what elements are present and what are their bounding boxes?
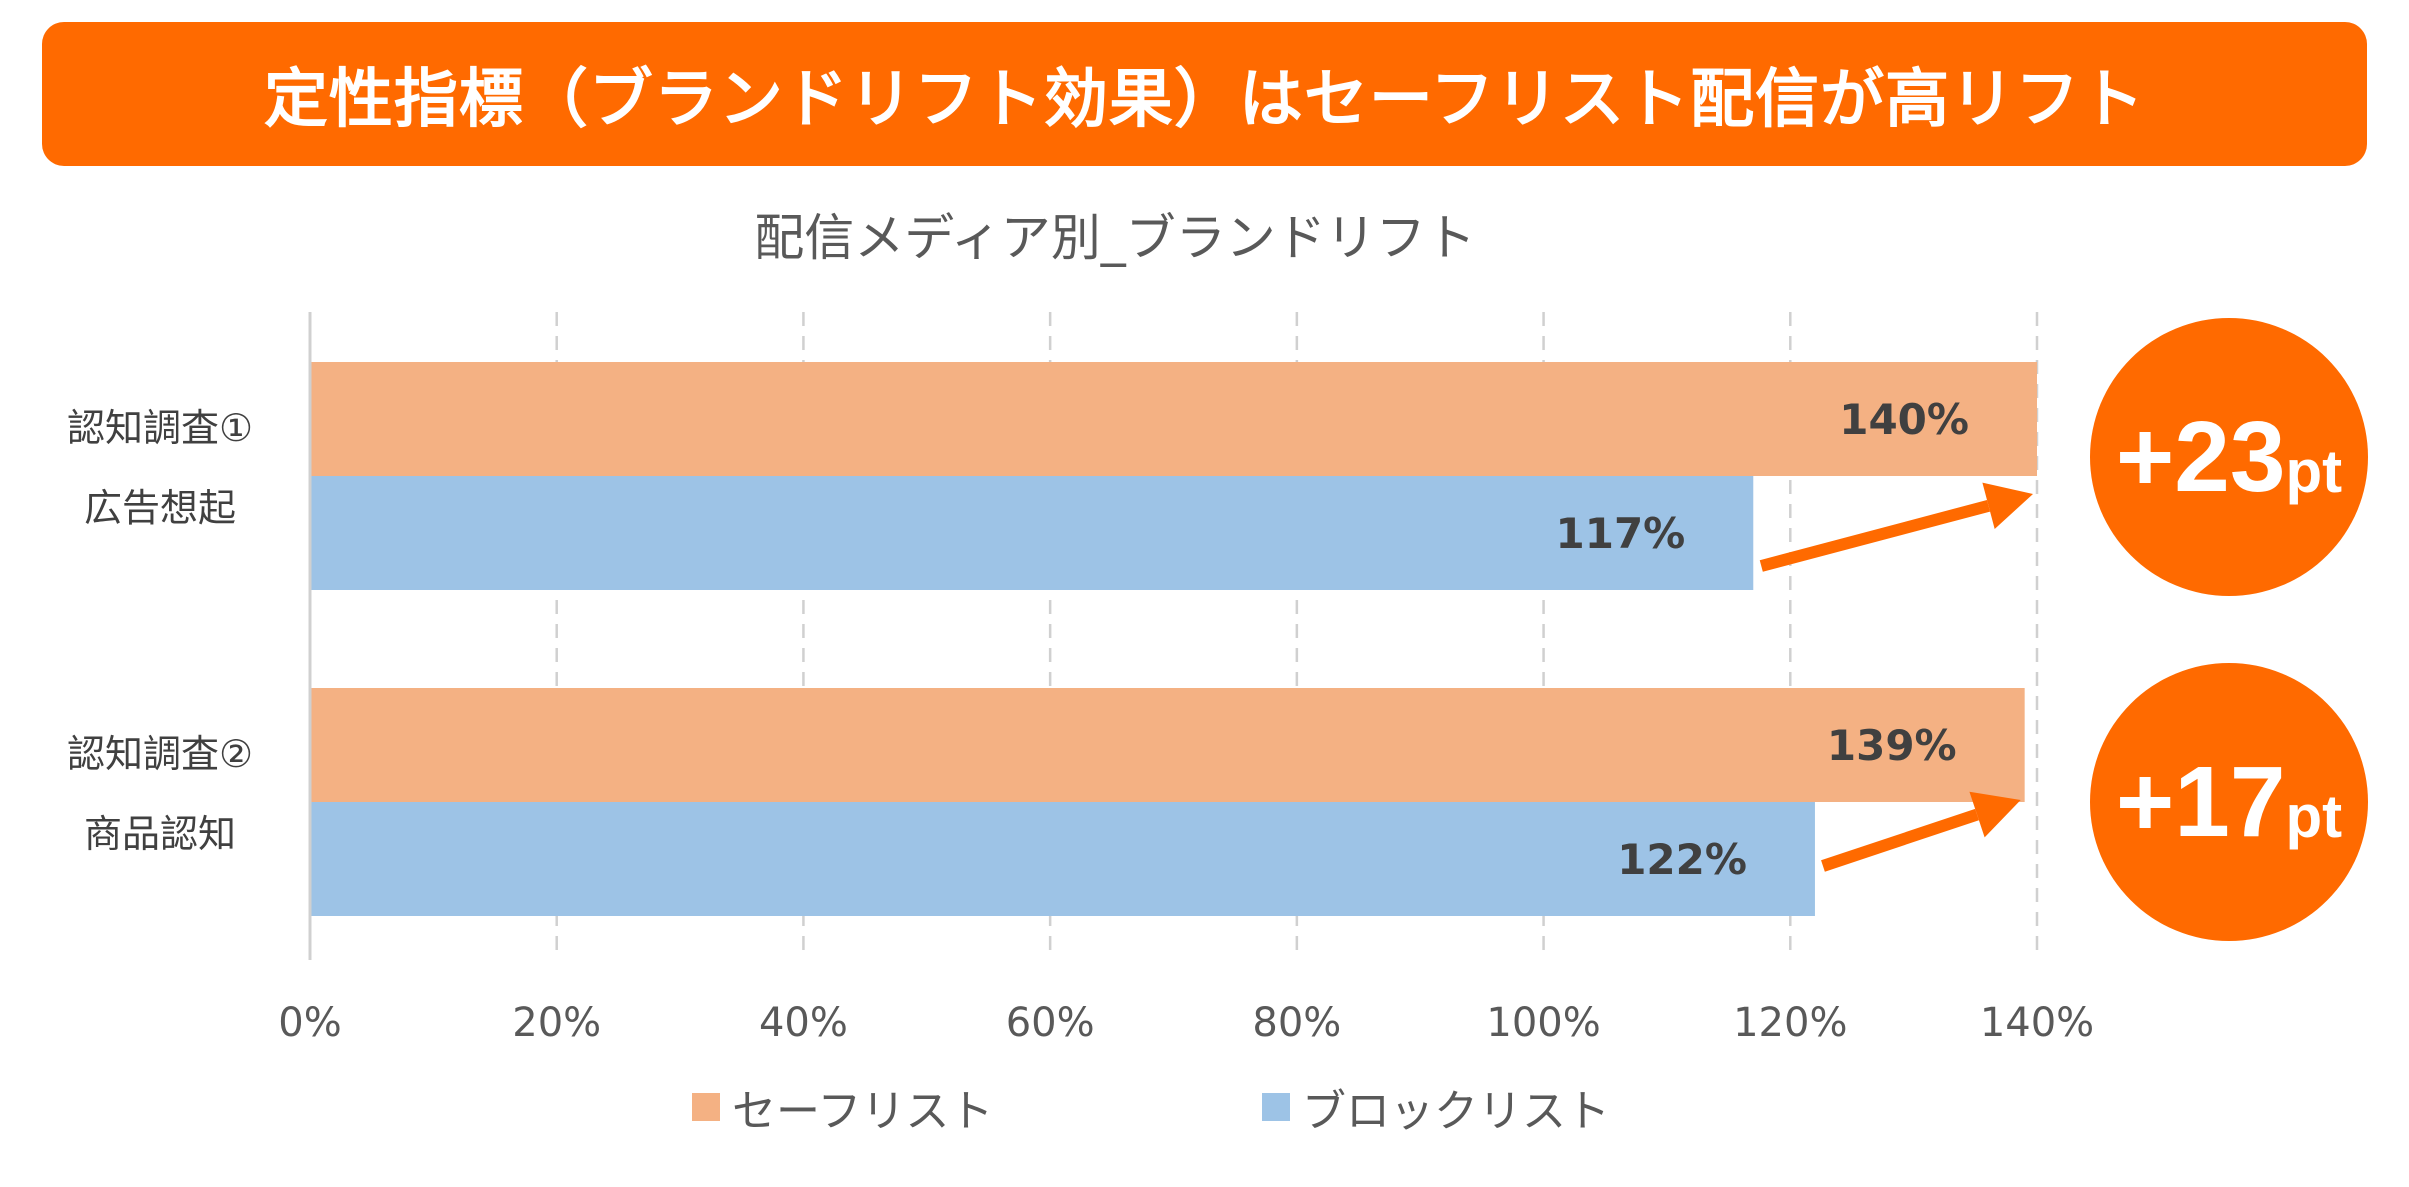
- legend-swatch-blocklist: [1262, 1093, 1290, 1121]
- category-label-1-line1: 認知調査①: [66, 406, 254, 450]
- bar-safelist-2: [310, 688, 2025, 802]
- data-label-blocklist-1: 117%: [1556, 509, 1686, 558]
- lift-arrow-2: [1821, 791, 2021, 872]
- lift-badge-1: +23 pt: [2090, 318, 2368, 596]
- data-label-blocklist-2: 122%: [1617, 835, 1747, 884]
- legend-swatch-safelist: [692, 1093, 720, 1121]
- x-tick-label-100: 100%: [1486, 1000, 1600, 1046]
- x-tick-label-20: 20%: [512, 1000, 601, 1046]
- x-tick-label-60: 60%: [1006, 1000, 1095, 1046]
- header-title: 定性指標（ブランドリフト効果）はセーフリスト配信が高リフト: [263, 63, 2146, 137]
- x-tick-label-120: 120%: [1733, 1000, 1847, 1046]
- data-label-safelist-2: 139%: [1827, 721, 1957, 770]
- lift-badge-2-unit: pt: [2285, 783, 2343, 850]
- bar-blocklist-1: [310, 476, 1754, 590]
- x-tick-label-40: 40%: [759, 1000, 848, 1046]
- category-label-2-line2: 商品認知: [83, 812, 236, 856]
- legend-item-safelist: セーフリスト: [692, 1075, 993, 1139]
- x-tick-label-140: 140%: [1980, 1000, 2094, 1046]
- bar-safelist-1: [310, 362, 2037, 476]
- category-label-1: 認知調査① 広告想起: [30, 388, 290, 548]
- data-label-safelist-1: 140%: [1839, 395, 1969, 444]
- lift-badge-2: +17 pt: [2090, 663, 2368, 941]
- chart-title: 配信メディア別_ブランドリフト: [754, 209, 1476, 267]
- legend-label-blocklist: ブロックリスト: [1302, 1086, 1610, 1137]
- category-label-2: 認知調査② 商品認知: [30, 714, 290, 874]
- legend-item-blocklist: ブロックリスト: [1262, 1075, 1610, 1139]
- bar-blocklist-2: [310, 802, 1815, 916]
- legend-label-safelist: セーフリスト: [732, 1086, 994, 1137]
- x-tick-label-0: 0%: [278, 1000, 341, 1046]
- lift-arrow-1: [1759, 482, 2033, 572]
- category-label-2-line1: 認知調査②: [66, 732, 254, 776]
- category-label-1-line2: 広告想起: [83, 486, 236, 530]
- header-banner: 定性指標（ブランドリフト効果）はセーフリスト配信が高リフト: [42, 22, 2367, 166]
- lift-badge-1-unit: pt: [2285, 438, 2343, 505]
- lift-badge-2-value: +17: [2115, 746, 2286, 858]
- lift-badge-1-value: +23: [2115, 401, 2286, 513]
- x-tick-label-80: 80%: [1252, 1000, 1341, 1046]
